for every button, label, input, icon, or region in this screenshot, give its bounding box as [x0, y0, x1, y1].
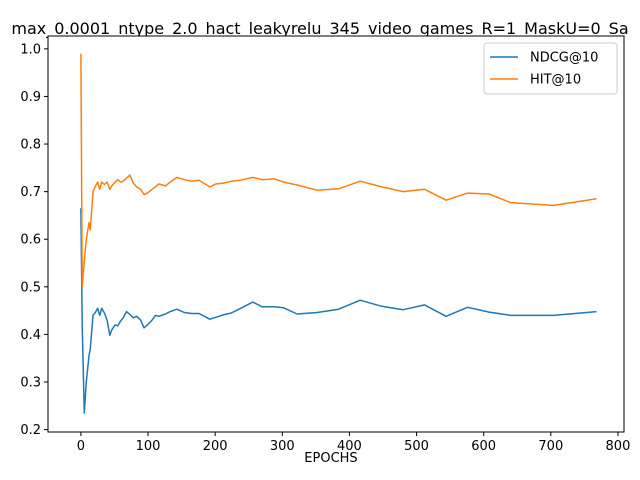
- y-tick-label: 0.5: [20, 280, 41, 295]
- y-tick-label: 0.6: [20, 233, 41, 248]
- x-tick-label: 300: [270, 439, 295, 454]
- series-line-hit-10: [80, 53, 597, 288]
- y-tick-label: 0.7: [20, 185, 41, 200]
- axes-layer: [47, 35, 625, 433]
- x-tick-label: 600: [471, 439, 496, 454]
- legend-label: HIT@10: [530, 73, 581, 88]
- y-tick-label: 0.2: [20, 423, 41, 438]
- legend: NDCG@10 HIT@10: [483, 42, 618, 95]
- x-tick-label: 0: [77, 439, 85, 454]
- legend-label: NDCG@10: [530, 51, 598, 66]
- x-tick-label: 100: [136, 439, 161, 454]
- y-axis-ticks: 0.2 0.3 0.4 0.5 0.6 0.7 0.8 0.9 1.0: [20, 42, 48, 438]
- chart-title: max_0.0001_ntype_2.0_hact_leakyrelu_345_…: [11, 19, 628, 39]
- y-tick-label: 0.3: [20, 376, 41, 391]
- x-axis-label: EPOCHS: [304, 451, 357, 466]
- y-tick-label: 0.4: [20, 328, 41, 343]
- y-tick-label: 0.9: [20, 90, 41, 105]
- series-line-ndcg-10: [80, 208, 597, 414]
- x-tick-label: 700: [538, 439, 563, 454]
- x-tick-label: 500: [404, 439, 429, 454]
- x-axis-ticks: 0 100 200 300 400 500 600 700 800: [77, 432, 631, 454]
- x-tick-label: 200: [203, 439, 228, 454]
- y-tick-label: 1.0: [20, 42, 41, 57]
- x-tick-label: 800: [606, 439, 631, 454]
- legend-box: [483, 42, 618, 95]
- x-tick-label: 400: [337, 439, 362, 454]
- y-tick-label: 0.8: [20, 138, 41, 153]
- plot-frame: [48, 36, 624, 432]
- series-layer: [80, 53, 597, 414]
